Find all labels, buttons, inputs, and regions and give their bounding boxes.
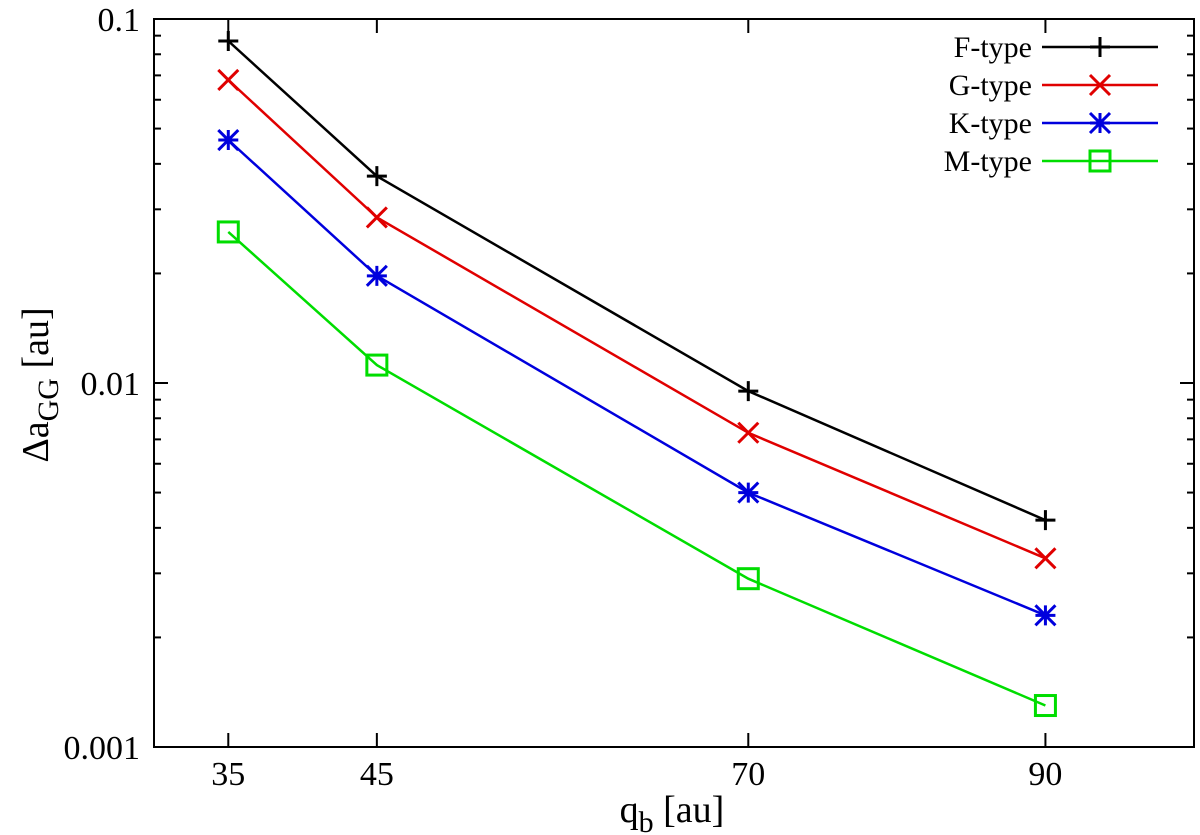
y-tick-label: 0.01 — [81, 366, 141, 403]
x-axis-title-unit: [au] — [654, 789, 725, 831]
legend-entry-m-type: M-type — [944, 145, 1158, 178]
legend-entry-k-type: K-type — [949, 107, 1158, 140]
data-point-k-type — [365, 264, 388, 287]
x-axis-title: qb [au] — [620, 789, 725, 835]
data-point-g-type — [1034, 547, 1057, 570]
data-point-f-type — [738, 381, 759, 402]
y-axis-title-sub: GG — [32, 378, 65, 421]
series-m-type — [216, 220, 1057, 718]
legend-label-k-type: K-type — [949, 107, 1032, 140]
data-point-f-type — [366, 166, 387, 187]
legend-marker-f-type — [1090, 37, 1110, 57]
x-tick-label: 45 — [360, 756, 394, 793]
legend-entry-g-type: G-type — [949, 69, 1158, 102]
data-point-k-type — [737, 481, 760, 504]
legend-label-f-type: F-type — [954, 31, 1032, 64]
x-axis-title-main: q — [620, 789, 639, 831]
data-point-f-type — [218, 31, 239, 52]
x-axis-title-sub: b — [639, 806, 654, 835]
data-point-f-type — [1035, 510, 1056, 531]
data-point-g-type — [217, 68, 240, 92]
x-tick-label: 90 — [1028, 756, 1062, 793]
series-f-type — [218, 31, 1056, 531]
series-g-type — [217, 68, 1057, 570]
y-axis-title-main: Δa — [15, 421, 57, 462]
y-axis-title: ΔaGG [au] — [15, 307, 65, 462]
series-line-f-type — [227, 40, 1046, 522]
y-tick-label: 0.1 — [98, 2, 141, 39]
x-tick-label: 35 — [211, 756, 245, 793]
legend-label-m-type: M-type — [944, 145, 1032, 178]
legend-marker-g-type — [1088, 73, 1112, 97]
axis-ticks: 35 45 70 90 0.001 0.01 0.1 — [64, 2, 1194, 793]
legend-marker-k-type — [1088, 111, 1112, 135]
series-line-g-type — [227, 79, 1046, 560]
legend: F-type G-type K-type M-type — [944, 31, 1158, 178]
plot-frame — [153, 18, 1195, 748]
series-k-type — [217, 128, 1057, 627]
data-point-m-type — [365, 353, 389, 377]
series-line-k-type — [227, 139, 1046, 617]
data-point-k-type — [217, 128, 240, 152]
series-layer — [216, 31, 1057, 718]
y-tick-label: 0.001 — [64, 730, 141, 767]
x-tick-label: 70 — [731, 756, 765, 793]
legend-marker-m-type — [1088, 149, 1112, 173]
data-point-k-type — [1034, 604, 1057, 627]
legend-label-g-type: G-type — [949, 69, 1032, 102]
data-point-m-type — [1033, 694, 1057, 718]
data-point-m-type — [216, 220, 240, 244]
series-line-m-type — [227, 230, 1046, 707]
data-point-g-type — [365, 206, 388, 229]
data-point-m-type — [736, 567, 760, 591]
legend-entry-f-type: F-type — [954, 31, 1158, 64]
y-axis-title-unit: [au] — [15, 307, 57, 378]
data-point-g-type — [737, 421, 760, 444]
